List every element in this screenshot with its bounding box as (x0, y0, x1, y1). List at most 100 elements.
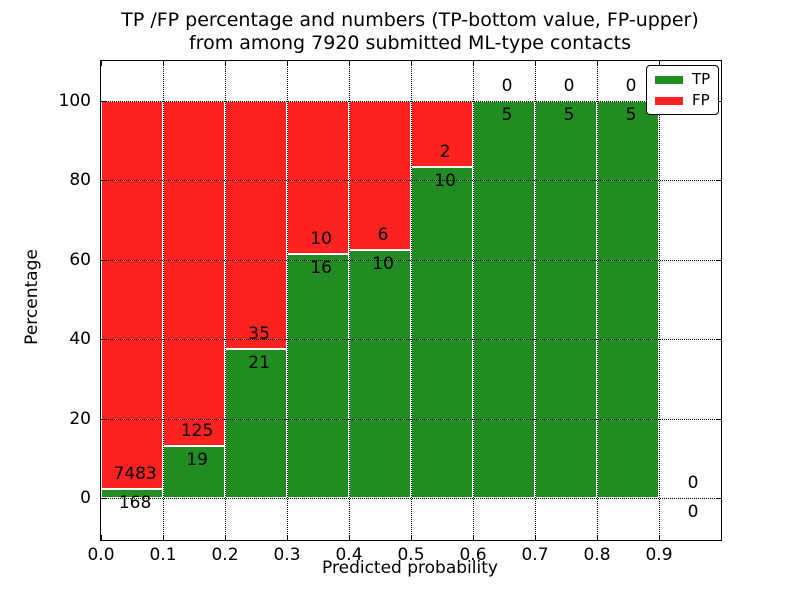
tp-count-label: 5 (501, 105, 513, 125)
bar-tp-2 (225, 349, 287, 498)
tp-count-label: 5 (625, 105, 637, 125)
y-tick-label: 20 (69, 408, 91, 429)
legend: TP FP (646, 65, 720, 115)
tp-count-label: 5 (563, 105, 575, 125)
fp-count-label: 125 (180, 420, 214, 441)
tick-mark (659, 61, 660, 66)
plot-area: 0.0 0.1 0.2 0.3 0.4 0.5 0.6 0.7 0.8 0.9 0 20 40 60 80 1… (59, 60, 722, 565)
x-tick-label: 0.6 (459, 545, 487, 565)
tp-count-label: 168 (118, 493, 152, 514)
bar-tp-1 (163, 445, 225, 498)
tick-mark (225, 535, 226, 540)
bar-tp-7 (535, 101, 597, 498)
tick-mark (473, 535, 474, 540)
tick-mark (101, 259, 106, 261)
tick-mark (101, 418, 106, 420)
tick-mark (101, 535, 102, 540)
x-tick-label: 0.2 (211, 545, 239, 565)
tick-mark (101, 180, 106, 182)
tp-count-label: 10 (434, 171, 456, 192)
tick-mark (287, 535, 288, 540)
y-tick-label: 0 (80, 488, 91, 508)
bar-fp-0 (101, 101, 163, 490)
tick-mark (101, 101, 106, 102)
tick-mark (101, 61, 102, 66)
tick-mark (716, 418, 721, 420)
tp-count-label: 16 (310, 257, 332, 278)
tick-mark (535, 535, 536, 540)
tp-count-label: 0 (687, 502, 699, 522)
tick-mark (349, 535, 350, 540)
y-tick-label: 100 (58, 91, 91, 111)
bar-tp-8 (597, 101, 659, 498)
x-tick-label: 0.1 (149, 545, 177, 565)
tick-mark (101, 339, 106, 341)
tick-mark (597, 535, 598, 540)
gridline-x (411, 61, 412, 540)
tick-mark (716, 180, 721, 182)
x-tick-label: 0.8 (583, 545, 611, 565)
tick-mark (535, 61, 536, 66)
tick-mark (349, 61, 350, 66)
bar-tp-3 (287, 253, 349, 498)
gridline-x (473, 61, 474, 540)
bar-tp-5 (411, 167, 473, 498)
tick-mark (101, 498, 106, 499)
x-axis-label: Predicted probability (322, 558, 498, 578)
gridline-y (101, 101, 721, 102)
chart-title-line2: from among 7920 submitted ML-type contac… (188, 32, 632, 54)
chart-title-line1: TP /FP percentage and numbers (TP-bottom… (121, 9, 699, 31)
gridline-x (163, 61, 164, 540)
gridline-y (101, 339, 721, 341)
tick-mark (411, 61, 412, 66)
fp-count-label: 6 (377, 224, 389, 245)
legend-swatch-fp (655, 96, 683, 105)
x-tick-label: 0.5 (397, 545, 425, 565)
chart-title: TP /FP percentage and numbers (TP-bottom… (100, 9, 720, 55)
tick-mark (163, 535, 164, 540)
tick-mark (411, 535, 412, 540)
gridline-x (597, 61, 598, 540)
gridline-x (225, 61, 226, 540)
fp-count-label: 0 (501, 76, 513, 96)
tp-count-label: 21 (248, 353, 270, 374)
fp-count-label: 35 (248, 324, 270, 345)
x-tick-label: 0.9 (645, 545, 673, 565)
fp-count-label: 0 (563, 76, 575, 96)
tick-mark (597, 61, 598, 66)
fp-count-label: 0 (687, 473, 699, 493)
tick-mark (716, 498, 721, 499)
tp-count-label: 10 (372, 253, 394, 274)
tick-mark (225, 61, 226, 66)
x-tick-label: 0.7 (521, 545, 549, 565)
bar-tp-4 (349, 249, 411, 498)
tick-mark (659, 535, 660, 540)
bar-fp-2 (225, 101, 287, 350)
gridline-x (349, 61, 350, 540)
fp-count-label: 7483 (113, 464, 157, 485)
gridline-y (101, 418, 721, 420)
fp-count-label: 0 (625, 76, 637, 96)
x-tick-label: 0.0 (87, 545, 115, 565)
gridline-y (101, 498, 721, 499)
bar-fp-3 (287, 101, 349, 254)
tick-mark (473, 61, 474, 66)
legend-entry-tp: TP (655, 72, 710, 87)
gridline-y (101, 180, 721, 182)
tick-mark (716, 259, 721, 261)
x-tick-label: 0.3 (273, 545, 301, 565)
legend-entry-fp: FP (655, 93, 710, 108)
y-tick-label: 40 (69, 329, 91, 350)
gridline-y (101, 259, 721, 261)
tick-mark (716, 339, 721, 341)
gridline-x (659, 61, 660, 540)
y-tick-label: 80 (69, 170, 91, 191)
x-tick-label: 0.4 (335, 545, 363, 565)
bar-fp-1 (163, 101, 225, 446)
tp-count-label: 19 (186, 449, 208, 470)
gridline-x (535, 61, 536, 540)
tick-mark (163, 61, 164, 66)
bar-tp-6 (473, 101, 535, 498)
bar-fp-4 (349, 101, 411, 250)
